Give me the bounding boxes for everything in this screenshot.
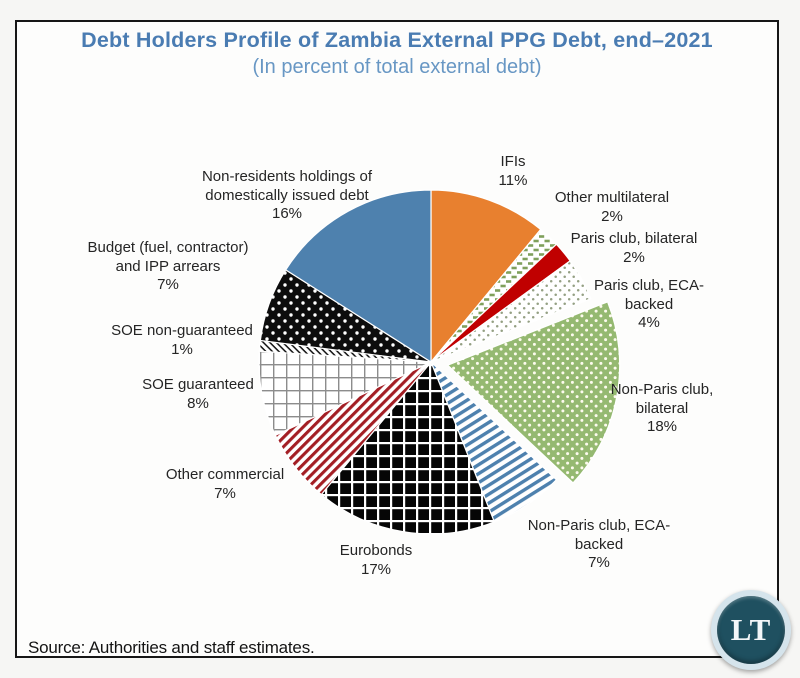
pie-slice	[320, 361, 495, 535]
source-note: Source: Authorities and staff estimates.	[28, 638, 315, 657]
chart-title: Debt Holders Profile of Zambia External …	[81, 28, 713, 52]
lt-logo-circle: LT	[717, 596, 785, 664]
lt-logo-text: LT	[730, 612, 772, 647]
pie-slice	[447, 301, 621, 484]
chart-subtitle: (In percent of total external debt)	[252, 56, 542, 78]
lt-watermark-logo: LT	[711, 590, 791, 670]
pie-slice	[430, 189, 542, 363]
pie-slice	[430, 260, 592, 363]
pie-slice	[285, 189, 432, 363]
